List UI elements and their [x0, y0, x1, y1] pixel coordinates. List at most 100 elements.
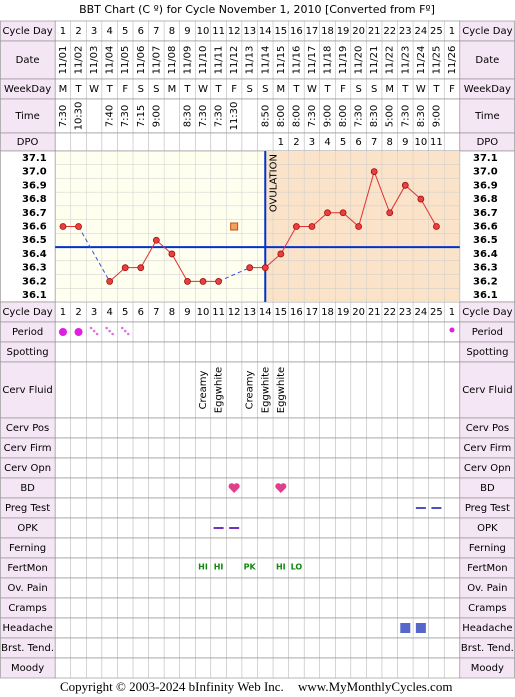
cycle-day: 7 [153, 307, 159, 318]
cycle-day: 8 [169, 307, 175, 318]
y-tick-label: 36.8 [473, 194, 498, 205]
dpo: 8 [387, 137, 393, 148]
dpo: 7 [371, 137, 377, 148]
cycle-day: 23 [399, 26, 412, 37]
cycle-day: 16 [290, 307, 303, 318]
y-tick-label: 36.1 [22, 290, 47, 301]
y-tick-label: 36.1 [473, 290, 498, 301]
headache-icon [400, 623, 411, 633]
temp-point [121, 264, 129, 272]
weekday: S [247, 84, 253, 95]
cycle-day: 1 [449, 307, 455, 318]
row-label: Ferning [9, 543, 46, 554]
time: 7:30 [400, 105, 411, 127]
row-label: Date [16, 55, 40, 66]
weekday: T [215, 84, 223, 95]
date: 11/08 [167, 46, 178, 75]
time: 11:30 [229, 102, 240, 131]
date: 11/25 [431, 46, 442, 75]
cycle-day: 25 [430, 307, 443, 318]
temp-point [246, 264, 254, 272]
cycle-day: 6 [138, 26, 144, 37]
cycle-day: 8 [169, 26, 175, 37]
cycle-day: 19 [337, 26, 350, 37]
time: 8:50 [260, 105, 271, 127]
temp-point [370, 168, 378, 175]
bd-heart [275, 483, 287, 493]
date: 11/03 [89, 46, 100, 75]
time: 7:15 [136, 105, 147, 127]
cycle-day: 22 [383, 307, 396, 318]
period-spot [111, 332, 114, 336]
cycle-day: 1 [60, 26, 66, 37]
dpo: 4 [324, 137, 330, 148]
weekday: W [307, 84, 317, 95]
date: 11/15 [276, 46, 287, 75]
row-label: FertMon [7, 563, 47, 574]
time: 8:30 [182, 105, 193, 127]
label-cell [0, 361, 56, 419]
row-label: OPK [17, 523, 38, 534]
cycle-day: 14 [259, 26, 272, 37]
cycle-day: 11 [212, 26, 225, 37]
label-cell [459, 40, 515, 80]
row-label: Headache [2, 623, 52, 634]
cerv-fluid: Eggwhite [260, 367, 271, 413]
date: 11/14 [260, 46, 271, 75]
ovulation-label: OVULATION [268, 154, 279, 212]
y-tick-label: 37.1 [22, 153, 47, 164]
dpo: 9 [402, 137, 408, 148]
time: 8:00 [291, 105, 302, 127]
row-label: Period [472, 327, 503, 338]
dpo: 3 [309, 137, 315, 148]
temp-point [184, 278, 191, 285]
y-tick-label: 36.9 [22, 180, 47, 191]
temp-point [355, 223, 363, 230]
time: 7:30 [354, 105, 365, 127]
cycle-day: 12 [228, 307, 241, 318]
row-label: Cerv Pos [6, 423, 49, 434]
temp-point [199, 278, 207, 285]
period-spot [126, 332, 130, 336]
temp-point [59, 223, 67, 230]
date: 11/16 [291, 46, 302, 75]
cycle-day: 24 [414, 26, 427, 37]
y-tick-label: 37.0 [473, 167, 498, 178]
weekday: T [292, 84, 300, 95]
cycle-day: 1 [60, 307, 66, 318]
date: 11/11 [214, 46, 225, 75]
y-tick-label: 36.3 [473, 263, 498, 274]
row-label: Time [14, 111, 39, 122]
time: 8:30 [416, 105, 427, 127]
gap-connector [78, 226, 111, 282]
period-spot [120, 326, 124, 330]
dpo: 5 [340, 137, 346, 148]
period-spot [95, 332, 99, 336]
weekday: T [106, 84, 114, 95]
temp-point [277, 250, 285, 258]
temp-point [339, 209, 347, 217]
time: 7:40 [105, 105, 116, 127]
temp-point [433, 223, 440, 230]
label-cell [0, 40, 56, 80]
fertmon: PK [244, 563, 257, 572]
cycle-day: 23 [399, 307, 412, 318]
time: 7:30 [214, 105, 225, 127]
y-tick-label: 37.1 [473, 153, 498, 164]
cycle-day: 1 [449, 26, 455, 37]
date: 11/04 [105, 46, 116, 75]
cycle-day: 5 [122, 307, 128, 318]
cycle-day: 7 [153, 26, 159, 37]
bd-heart [228, 483, 240, 493]
weekday: T [74, 84, 82, 95]
y-tick-label: 36.2 [473, 276, 498, 287]
row-label: Preg Test [5, 503, 50, 514]
date: 11/20 [354, 46, 365, 75]
date: 11/05 [120, 46, 131, 75]
weekday: T [323, 84, 331, 95]
row-label: Spotting [7, 347, 49, 358]
cycle-day: 11 [212, 307, 225, 318]
row-label: Preg Test [465, 503, 510, 514]
temp-point [324, 209, 331, 217]
cycle-day: 2 [75, 307, 81, 318]
